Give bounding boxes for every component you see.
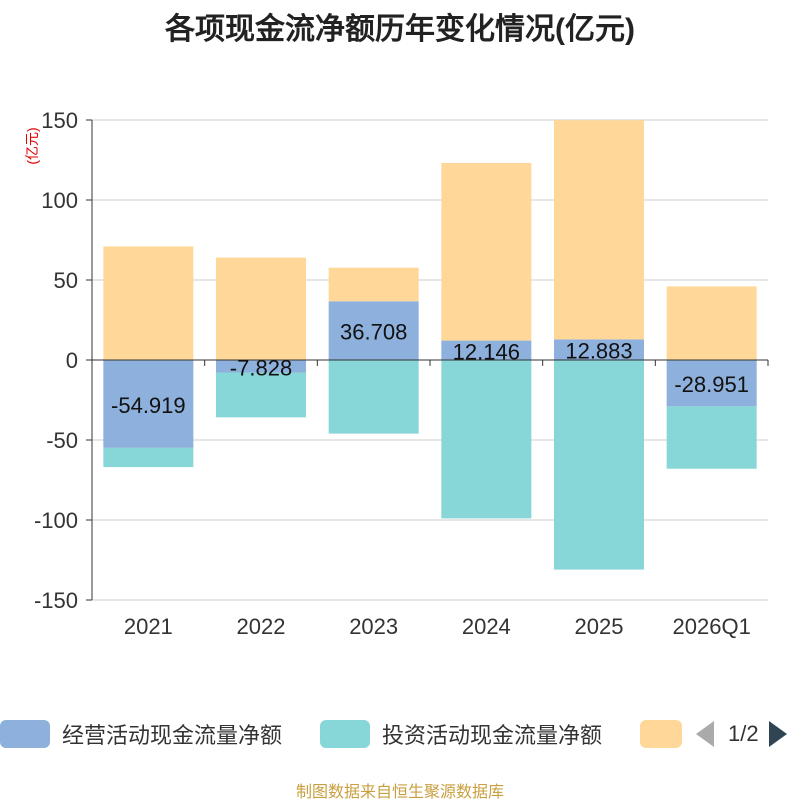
- legend: 经营活动现金流量净额 投资活动现金流量净额 1/2: [0, 712, 800, 756]
- y-tick-label-6: -150: [34, 588, 78, 613]
- data-label-2025: 12.883: [565, 339, 632, 364]
- bar-series2-2021: [103, 246, 194, 360]
- bar-series0-2025: [554, 339, 644, 360]
- bar-series2-2026Q1: [666, 286, 757, 360]
- bar-series0-2021: [103, 360, 194, 448]
- x-tick-label-2: 2023: [349, 614, 398, 639]
- data-label-2026Q1: -28.951: [674, 372, 749, 397]
- data-label-2021: -54.919: [111, 393, 186, 418]
- legend-pager: 1/2: [696, 712, 787, 756]
- data-label-2024: 12.146: [453, 339, 520, 364]
- y-tick-label-0: 150: [41, 108, 78, 133]
- data-label-2022: -7.828: [230, 355, 292, 380]
- bar-series0-2022: [216, 360, 306, 373]
- x-tick-label-0: 2021: [124, 614, 173, 639]
- bar-series0-2026Q1: [666, 360, 757, 407]
- bar-series2-2025: [554, 120, 644, 340]
- x-tick-label-3: 2024: [462, 614, 511, 639]
- bar-series1-2024: [441, 360, 532, 519]
- y-tick-label-4: -50: [46, 428, 78, 453]
- y-tick-label-3: 0: [66, 348, 78, 373]
- legend-swatch-financing: [640, 720, 682, 748]
- bar-chart: 150 100 50 0 -50 -100 -150 2021 2022 2023 2024 2025…: [34, 108, 769, 639]
- legend-swatch-investing: [320, 720, 370, 748]
- x-tick-label-4: 2025: [575, 614, 624, 639]
- x-tick-label-1: 2022: [237, 614, 286, 639]
- y-tick-label-1: 100: [41, 188, 78, 213]
- legend-label-operating: 经营活动现金流量净额: [62, 723, 283, 748]
- legend-item-investing[interactable]: 投资活动现金流量净额: [320, 712, 602, 756]
- legend-item-financing[interactable]: [640, 712, 694, 756]
- legend-item-operating[interactable]: 经营活动现金流量净额: [0, 712, 282, 756]
- bar-series0-2023: [328, 301, 419, 360]
- bar-series2-2022: [216, 257, 306, 360]
- data-label-2023: 36.708: [340, 320, 407, 345]
- bar-series1-2022: [216, 372, 306, 418]
- chart-title: 各项现金流净额历年变化情况(亿元): [165, 13, 635, 46]
- bar-series2-2024: [441, 162, 532, 341]
- legend-prev-page-icon[interactable]: [696, 721, 714, 747]
- bar-series0-2024: [441, 340, 532, 360]
- bar-series2-2023: [328, 267, 419, 302]
- y-tick-label-5: -100: [34, 508, 78, 533]
- bar-series1-2023: [328, 360, 419, 434]
- bar-series1-2025: [554, 360, 644, 570]
- bar-series1-2021: [103, 447, 194, 468]
- source-note: 制图数据来自恒生聚源数据库: [295, 784, 504, 801]
- legend-label-investing: 投资活动现金流量净额: [382, 723, 603, 748]
- legend-next-page-icon[interactable]: [768, 721, 787, 747]
- y-tick-label-2: 50: [54, 268, 78, 293]
- legend-swatch-operating: [0, 720, 50, 748]
- x-tick-label-5: 2026Q1: [673, 614, 751, 639]
- bar-series1-2026Q1: [666, 406, 757, 469]
- legend-page-indicator: 1/2: [728, 721, 759, 746]
